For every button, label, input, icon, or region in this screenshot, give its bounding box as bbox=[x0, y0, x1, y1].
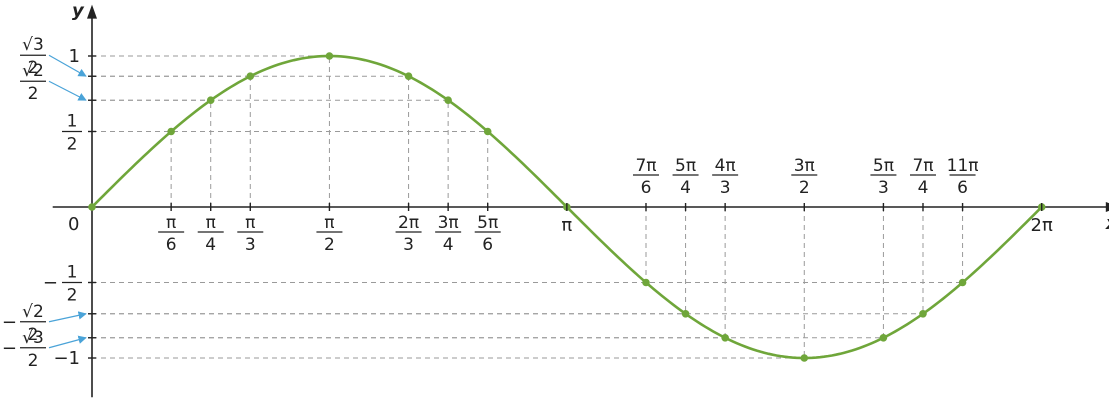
y-tick-arrow-1 bbox=[48, 54, 87, 77]
x-tick-num-12: 5π bbox=[873, 156, 894, 176]
y-tick-num-3: 1 bbox=[67, 112, 78, 132]
point-10 bbox=[681, 309, 690, 318]
y-tick-arrow-2 bbox=[48, 80, 87, 101]
x-tick-den-3: 2 bbox=[324, 235, 335, 255]
x-tick-den-8: 6 bbox=[641, 178, 652, 198]
x-tick-den-9: 4 bbox=[680, 178, 691, 198]
x-tick-num-8: 7π bbox=[635, 156, 656, 176]
x-tick-num-2: π bbox=[245, 213, 255, 233]
y-tick-arrow-6 bbox=[48, 335, 87, 349]
x-tick-den-14: 6 bbox=[957, 178, 968, 198]
y-axis-name: y bbox=[72, 1, 85, 22]
data-points bbox=[88, 52, 1046, 362]
x-tick-den-4: 3 bbox=[403, 235, 414, 255]
y-tick-sign-4: − bbox=[43, 273, 58, 294]
point-1 bbox=[167, 127, 175, 136]
point-0 bbox=[88, 203, 96, 211]
y-tick-arrow-5 bbox=[48, 311, 87, 323]
axis-names: yx bbox=[72, 1, 1109, 234]
x-tick-num-0: π bbox=[166, 213, 176, 233]
point-5 bbox=[404, 72, 413, 81]
x-tick-label-7: π bbox=[561, 215, 572, 236]
point-3 bbox=[246, 72, 255, 81]
y-tick-sign-5: − bbox=[2, 312, 17, 333]
x-tick-num-4: 2π bbox=[398, 213, 419, 233]
x-tick-den-0: 6 bbox=[166, 235, 177, 255]
point-2 bbox=[206, 96, 215, 105]
x-tick-num-14: 11π bbox=[947, 156, 979, 176]
x-tick-num-6: 5π bbox=[477, 213, 498, 233]
x-tick-den-1: 4 bbox=[205, 235, 216, 255]
x-tick-num-10: 4π bbox=[715, 156, 736, 176]
point-11 bbox=[721, 333, 729, 342]
y-tick-num-1: √3 bbox=[22, 35, 44, 55]
y-tick-num-6: √3 bbox=[22, 328, 44, 348]
point-9 bbox=[642, 278, 650, 287]
x-tick-labels: 0 π6π4π3π22π33π45π6π7π65π44π33π25π37π411π… bbox=[68, 156, 1053, 255]
point-6 bbox=[444, 96, 452, 105]
x-tick-num-5: 3π bbox=[438, 213, 459, 233]
x-tick-den-10: 3 bbox=[720, 178, 731, 198]
origin-label: 0 bbox=[68, 214, 79, 235]
y-tick-label-7: −1 bbox=[53, 348, 80, 369]
x-tick-den-13: 4 bbox=[918, 178, 929, 198]
x-tick-num-9: 5π bbox=[675, 156, 696, 176]
y-tick-den-2: 2 bbox=[28, 84, 39, 104]
x-tick-den-6: 6 bbox=[482, 235, 493, 255]
x-tick-num-1: π bbox=[206, 213, 216, 233]
x-tick-den-12: 3 bbox=[878, 178, 889, 198]
point-15 bbox=[958, 278, 967, 287]
axes bbox=[52, 4, 1109, 398]
x-tick-num-3: π bbox=[324, 213, 334, 233]
x-tick-den-11: 2 bbox=[799, 178, 810, 198]
x-tick-num-13: 7π bbox=[912, 156, 933, 176]
point-12 bbox=[800, 354, 809, 362]
x-axis-name: x bbox=[1105, 213, 1109, 234]
x-tick-den-2: 3 bbox=[245, 235, 256, 255]
x-tick-label-15: 2π bbox=[1031, 215, 1053, 236]
y-tick-num-2: √2 bbox=[22, 61, 44, 81]
y-tick-den-6: 2 bbox=[28, 351, 39, 371]
point-4 bbox=[325, 52, 334, 60]
y-tick-den-1: 2 bbox=[28, 58, 39, 78]
point-13 bbox=[879, 333, 888, 342]
point-14 bbox=[919, 309, 927, 318]
y-tick-sign-6: − bbox=[2, 338, 17, 359]
y-tick-den-3: 2 bbox=[67, 135, 78, 155]
x-axis-arrowhead bbox=[1105, 202, 1109, 212]
guide-lines bbox=[92, 55, 964, 359]
x-tick-num-11: 3π bbox=[794, 156, 815, 176]
point-7 bbox=[483, 127, 492, 136]
y-axis-arrowhead bbox=[87, 4, 97, 19]
x-tick-den-5: 4 bbox=[443, 235, 454, 255]
y-tick-num-5: √2 bbox=[22, 302, 44, 322]
y-tick-label-0: 1 bbox=[69, 46, 80, 67]
y-tick-den-4: 2 bbox=[67, 286, 78, 306]
y-tick-num-4: 1 bbox=[67, 263, 78, 283]
y-tick-den-5: 2 bbox=[28, 325, 39, 345]
